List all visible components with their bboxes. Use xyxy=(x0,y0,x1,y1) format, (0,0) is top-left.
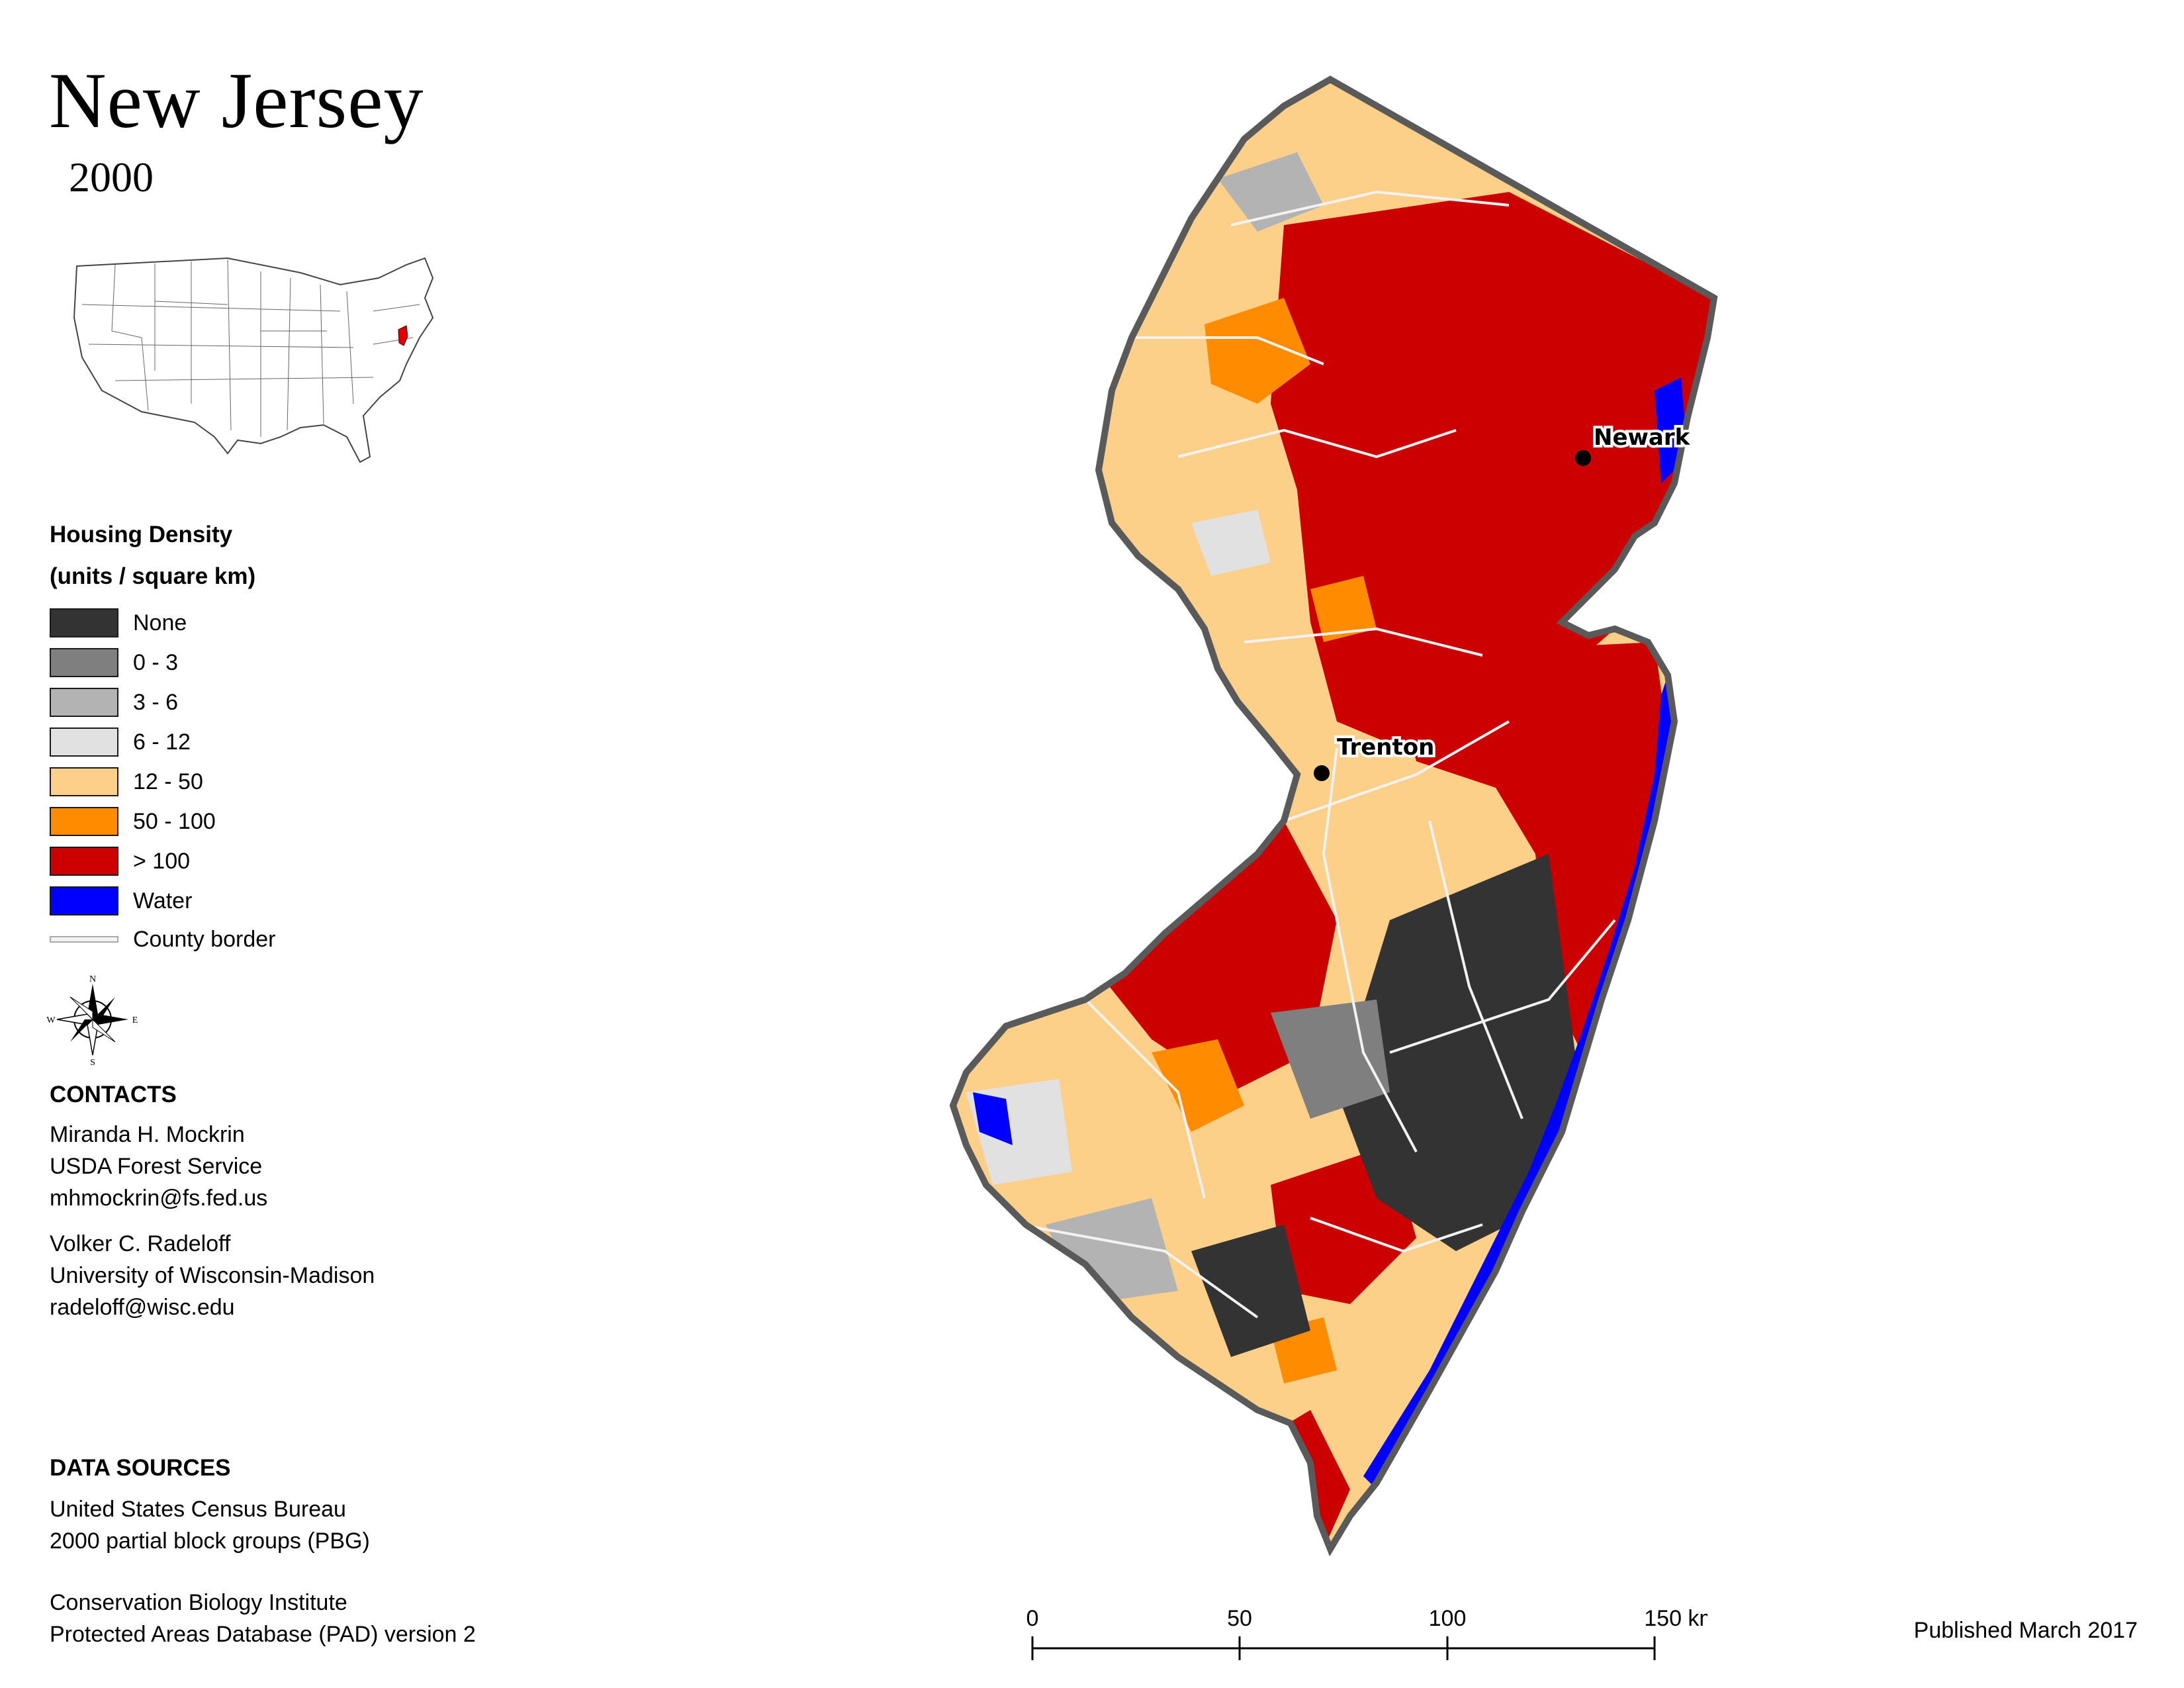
legend-item-gt-100: > 100 xyxy=(50,846,190,876)
contact-2: Volker C. Radeloff University of Wiscons… xyxy=(50,1228,375,1323)
published-date: Published March 2017 xyxy=(1913,1618,2138,1643)
scale-label: 0 xyxy=(1026,1606,1039,1631)
contacts-title: CONTACTS xyxy=(50,1082,177,1107)
legend-swatch xyxy=(50,847,118,876)
density-50-100-area xyxy=(1205,298,1310,404)
city-marker-newark xyxy=(1575,450,1591,466)
legend-item-water: Water xyxy=(50,886,192,916)
density-50-100-area xyxy=(1152,1039,1244,1132)
legend-title: Housing Density xyxy=(50,522,233,547)
density-none-area xyxy=(1191,1225,1310,1357)
data-source-1: United States Census Bureau 2000 partial… xyxy=(50,1493,370,1557)
legend-swatch xyxy=(50,767,118,796)
contact-email[interactable]: mhmockrin@fs.fed.us xyxy=(50,1186,268,1211)
legend-subtitle: (units / square km) xyxy=(50,563,256,589)
data-sources-title: DATA SOURCES xyxy=(50,1455,231,1481)
legend-item-50-100: 50 - 100 xyxy=(50,806,216,837)
us-outline xyxy=(73,257,434,463)
city-marker-trenton xyxy=(1314,765,1330,781)
contact-email[interactable]: radeloff@wisc.edu xyxy=(50,1295,235,1320)
legend-swatch xyxy=(50,886,118,915)
legend-label: 3 - 6 xyxy=(133,689,179,715)
data-source-line: Protected Areas Database (PAD) version 2 xyxy=(50,1622,476,1647)
new-jersey-highlight xyxy=(398,325,408,346)
legend-swatch xyxy=(50,648,118,677)
scale-label: 100 xyxy=(1429,1606,1467,1631)
legend-label: Water xyxy=(133,888,193,914)
housing-density-layer xyxy=(953,79,1714,1549)
data-source-line: 2000 partial block groups (PBG) xyxy=(50,1528,370,1554)
legend-label: None xyxy=(133,610,187,635)
water-area xyxy=(973,1092,1013,1145)
contact-name: Miranda H. Mockrin xyxy=(50,1122,245,1147)
scale-bar: 0 50 100 150 km xyxy=(1026,1606,1707,1660)
legend-label: 0 - 3 xyxy=(133,649,179,675)
density-none-area xyxy=(1337,854,1575,1251)
compass-n: N xyxy=(89,974,96,984)
legend-swatch xyxy=(50,807,118,836)
scale-label: 150 km xyxy=(1644,1606,1707,1631)
compass-s: S xyxy=(90,1058,95,1066)
legend-swatch xyxy=(50,688,118,717)
city-label-trenton: Trenton xyxy=(1337,734,1434,761)
compass-w: W xyxy=(46,1015,56,1025)
legend-item-3-6: 3 - 6 xyxy=(50,687,178,718)
data-source-line: Conservation Biology Institute xyxy=(50,1590,347,1615)
legend-label: County border xyxy=(133,926,276,952)
density-6-12-area xyxy=(1191,510,1271,576)
contact-name: Volker C. Radeloff xyxy=(50,1231,231,1256)
new-jersey-map: Newark Trenton xyxy=(913,60,1747,1562)
legend-label: 6 - 12 xyxy=(133,729,191,755)
legend-item-0-3: 0 - 3 xyxy=(50,647,178,678)
contact-org: University of Wisconsin-Madison xyxy=(50,1263,375,1288)
contact-1: Miranda H. Mockrin USDA Forest Service m… xyxy=(50,1119,267,1214)
data-source-2: Conservation Biology Institute Protected… xyxy=(50,1587,476,1650)
county-border-swatch xyxy=(50,936,118,943)
legend-item-county-border: County border xyxy=(50,924,275,955)
contact-org: USDA Forest Service xyxy=(50,1154,263,1179)
legend-label: 12 - 50 xyxy=(133,769,203,794)
density-3-6-area xyxy=(1218,152,1324,232)
legend-item-none: None xyxy=(50,608,187,638)
city-label-newark: Newark xyxy=(1594,424,1691,451)
legend-item-12-50: 12 - 50 xyxy=(50,767,203,797)
compass-e: E xyxy=(132,1015,138,1025)
us-locator-map xyxy=(73,257,434,463)
map-year: 2000 xyxy=(69,154,154,201)
legend-swatch xyxy=(50,608,118,637)
legend-swatch xyxy=(50,727,118,757)
state-lines xyxy=(81,259,420,437)
data-source-line: United States Census Bureau xyxy=(50,1497,346,1522)
legend-item-6-12: 6 - 12 xyxy=(50,727,191,757)
map-title: New Jersey xyxy=(49,56,424,144)
legend-label: > 100 xyxy=(133,848,191,874)
scale-label: 50 xyxy=(1227,1606,1252,1631)
county-borders xyxy=(1019,190,1616,1319)
legend-label: 50 - 100 xyxy=(133,808,216,834)
compass-rose-icon: N S E W xyxy=(46,974,138,1066)
density-50-100-area xyxy=(1310,576,1377,642)
